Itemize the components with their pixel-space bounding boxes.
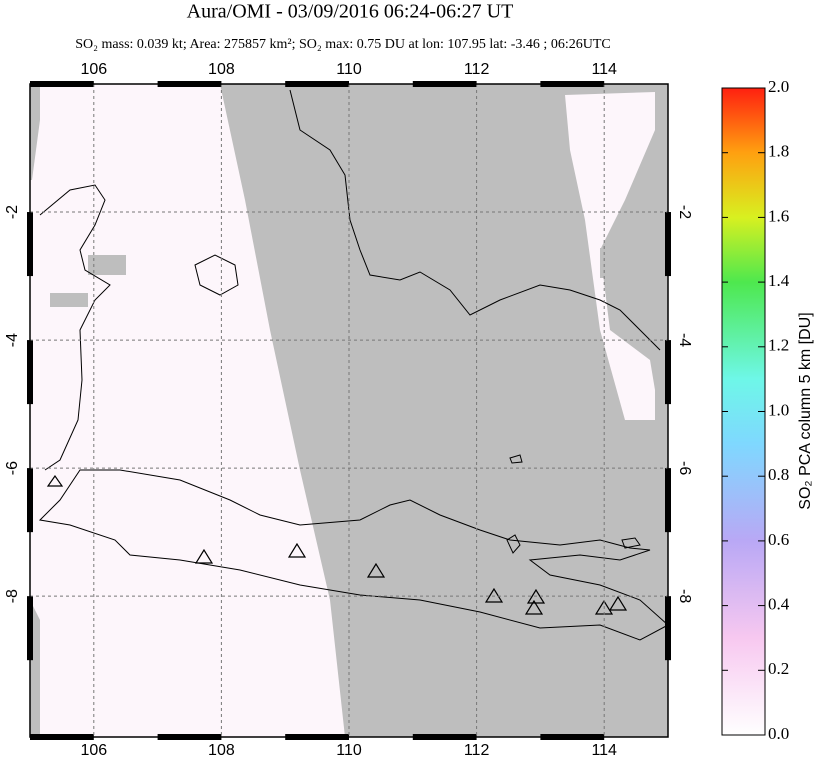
colorbar-tick-label: 0.0 xyxy=(768,724,789,743)
lon-tick-label: 112 xyxy=(464,742,490,759)
lat-tick-label: -4 xyxy=(4,333,21,347)
swath-gap xyxy=(50,293,88,307)
swath-gap xyxy=(220,84,668,737)
volcano xyxy=(484,587,504,603)
lon-tick-label: 106 xyxy=(80,61,107,78)
lat-tick-label: -4 xyxy=(676,333,693,347)
volcano xyxy=(287,542,307,558)
colorbar-tick-label: 1.8 xyxy=(768,142,789,161)
island xyxy=(506,534,521,554)
swath-gap xyxy=(88,255,126,275)
colorbar-tick-label: 1.6 xyxy=(768,206,789,225)
colorbar-tick-label: 0.2 xyxy=(768,659,789,678)
swath-gap xyxy=(600,248,642,278)
volcano xyxy=(608,595,628,611)
sumatra-coast xyxy=(39,184,111,471)
colorbar-tick-label: 1.2 xyxy=(768,336,789,355)
island xyxy=(509,454,523,464)
colorbar-tick-label: 2.0 xyxy=(768,77,789,96)
volcano xyxy=(194,548,214,564)
lat-tick-label: -8 xyxy=(4,589,21,603)
swath-gap xyxy=(30,84,40,180)
lat-tick-label: -2 xyxy=(4,205,21,219)
colorbar-tick-label: 0.6 xyxy=(768,530,789,549)
map-frame xyxy=(29,83,669,738)
lon-tick-label: 110 xyxy=(336,742,362,759)
colorbar xyxy=(721,87,766,736)
lat-tick-label: -6 xyxy=(676,461,693,475)
subtitle: SO₂ mass: 0.039 kt; Area: 275857 km²; SO… xyxy=(75,37,610,52)
title: Aura/OMI - 03/09/2016 06:24-06:27 UT xyxy=(187,1,514,23)
colorbar-tick-label: 1.4 xyxy=(768,271,790,290)
colorbar-label: SO₂ PCA column 5 km [DU] xyxy=(797,312,814,509)
lon-tick-label: 114 xyxy=(591,61,617,78)
data-area xyxy=(565,92,660,420)
lon-tick-label: 108 xyxy=(208,61,235,78)
borneo-coast xyxy=(289,89,661,351)
swath-gap xyxy=(655,84,668,737)
lat-tick-label: -6 xyxy=(4,461,21,475)
volcano xyxy=(46,474,64,487)
lon-tick-label: 110 xyxy=(336,61,362,78)
lon-tick-label: 106 xyxy=(80,742,107,759)
colorbar-tick-label: 0.4 xyxy=(768,595,790,614)
java-coast xyxy=(38,469,668,641)
colorbar-tick-label: 0.8 xyxy=(768,465,789,484)
volcano xyxy=(524,599,544,615)
lat-tick-label: -8 xyxy=(676,589,693,603)
coastlines xyxy=(38,89,668,641)
colorbar-tick-label: 1.0 xyxy=(768,400,789,419)
lon-tick-label: 108 xyxy=(208,742,235,759)
belitung-coast xyxy=(194,254,239,296)
lon-tick-label: 112 xyxy=(464,61,490,78)
lon-tick-label: 114 xyxy=(591,742,617,759)
island xyxy=(621,537,641,549)
lat-tick-label: -2 xyxy=(676,205,693,219)
volcano xyxy=(366,562,386,578)
